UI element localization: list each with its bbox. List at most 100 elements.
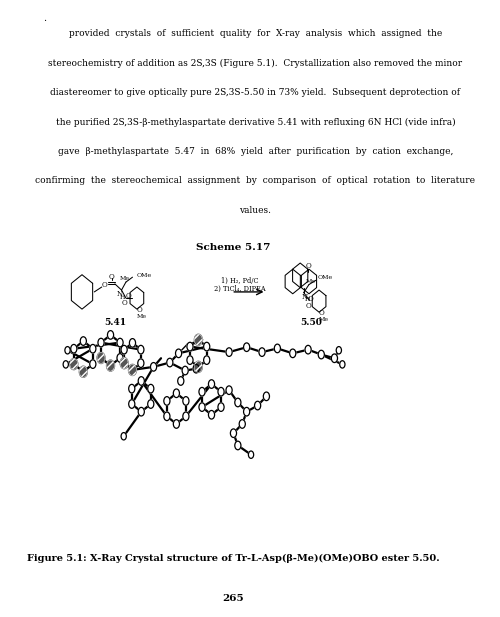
Text: 265: 265 — [222, 594, 244, 603]
Circle shape — [90, 360, 96, 368]
Circle shape — [117, 338, 123, 347]
Text: N: N — [116, 291, 122, 299]
Circle shape — [204, 356, 210, 365]
Circle shape — [290, 349, 296, 358]
Text: 1) H₂, Pd/C: 1) H₂, Pd/C — [222, 277, 259, 285]
Text: O: O — [125, 292, 131, 300]
Text: H: H — [120, 295, 125, 300]
Text: O: O — [305, 302, 311, 310]
Circle shape — [244, 407, 250, 416]
Circle shape — [274, 344, 280, 353]
Circle shape — [65, 347, 70, 354]
Circle shape — [332, 354, 338, 363]
Circle shape — [150, 363, 156, 371]
Circle shape — [194, 362, 202, 373]
Circle shape — [70, 344, 77, 353]
Circle shape — [194, 334, 202, 346]
Circle shape — [174, 389, 180, 397]
Text: O: O — [318, 309, 324, 317]
Circle shape — [193, 365, 199, 373]
Circle shape — [128, 365, 136, 376]
Text: diastereomer to give optically pure 2S,3S-5.50 in 73% yield.  Subsequent deprote: diastereomer to give optically pure 2S,3… — [50, 88, 461, 97]
Circle shape — [182, 366, 188, 375]
Circle shape — [235, 398, 241, 407]
Circle shape — [80, 366, 88, 377]
Text: O: O — [109, 273, 114, 281]
Text: 2) TiCl₄, DIPEA: 2) TiCl₄, DIPEA — [214, 285, 266, 293]
Text: OMe: OMe — [136, 273, 152, 278]
Circle shape — [90, 344, 96, 353]
Text: the purified 2S,3S-β-methylaspartate derivative 5.41 with refluxing 6N HCl (vide: the purified 2S,3S-β-methylaspartate der… — [56, 117, 455, 126]
Circle shape — [63, 361, 68, 368]
Circle shape — [164, 397, 170, 405]
Text: Me: Me — [318, 317, 328, 322]
Circle shape — [254, 401, 260, 410]
Circle shape — [70, 358, 78, 370]
Text: .: . — [43, 14, 46, 23]
Circle shape — [230, 429, 236, 437]
Circle shape — [138, 377, 144, 385]
Circle shape — [148, 400, 154, 408]
Text: Figure 5.1: X-Ray Crystal structure of Tr-L-Asp(β-Me)(OMe)OBO ester 5.50.: Figure 5.1: X-Ray Crystal structure of T… — [27, 554, 440, 563]
Circle shape — [187, 342, 193, 351]
Circle shape — [106, 360, 114, 371]
Circle shape — [121, 433, 126, 440]
Circle shape — [98, 338, 104, 347]
Circle shape — [138, 407, 144, 416]
Circle shape — [239, 420, 246, 428]
Text: 5.41: 5.41 — [104, 318, 126, 327]
Text: provided  crystals  of  sufficient  quality  for  X-ray  analysis  which  assign: provided crystals of sufficient quality … — [69, 29, 442, 38]
Circle shape — [183, 397, 189, 405]
Text: O: O — [305, 262, 311, 270]
Circle shape — [80, 337, 86, 346]
Circle shape — [259, 348, 265, 357]
Text: O: O — [122, 299, 128, 307]
Circle shape — [244, 343, 250, 352]
Circle shape — [218, 403, 224, 412]
Text: confirming  the  stereochemical  assignment  by  comparison  of  optical  rotati: confirming the stereochemical assignment… — [36, 176, 476, 186]
Circle shape — [187, 356, 193, 365]
Text: O: O — [102, 281, 107, 289]
Text: Me: Me — [120, 276, 130, 281]
Text: Me: Me — [306, 279, 316, 284]
Text: N: N — [302, 293, 308, 301]
Circle shape — [97, 352, 105, 363]
Circle shape — [120, 358, 128, 369]
Circle shape — [117, 354, 123, 362]
Circle shape — [164, 412, 170, 421]
Circle shape — [199, 387, 205, 396]
Text: O: O — [136, 307, 142, 314]
Text: Scheme 5.17: Scheme 5.17 — [196, 242, 270, 252]
Circle shape — [340, 361, 345, 368]
Circle shape — [208, 379, 214, 388]
Circle shape — [218, 387, 224, 396]
Circle shape — [199, 403, 205, 412]
Circle shape — [336, 347, 342, 354]
Circle shape — [204, 342, 210, 351]
Circle shape — [235, 441, 241, 450]
Text: O: O — [308, 296, 313, 304]
Circle shape — [176, 349, 182, 358]
Circle shape — [208, 410, 214, 419]
Circle shape — [178, 377, 184, 385]
Text: gave  β-methylaspartate  5.47  in  68%  yield  after  purification  by  cation  : gave β-methylaspartate 5.47 in 68% yield… — [58, 147, 453, 156]
Text: 5.50: 5.50 — [300, 318, 322, 327]
Circle shape — [138, 359, 144, 368]
Circle shape — [305, 346, 311, 354]
Circle shape — [226, 386, 232, 394]
Circle shape — [318, 350, 324, 359]
Circle shape — [226, 348, 232, 357]
Circle shape — [248, 451, 254, 458]
Text: H: H — [305, 297, 310, 302]
Text: stereochemistry of addition as 2S,3S (Figure 5.1).  Crystallization also removed: stereochemistry of addition as 2S,3S (Fi… — [48, 59, 463, 68]
Circle shape — [166, 358, 173, 367]
Circle shape — [183, 412, 189, 421]
Circle shape — [130, 339, 136, 347]
Circle shape — [148, 384, 154, 393]
Circle shape — [108, 331, 114, 339]
Circle shape — [264, 392, 270, 400]
Circle shape — [174, 420, 180, 428]
Circle shape — [128, 400, 135, 408]
Circle shape — [128, 384, 135, 393]
Circle shape — [138, 346, 144, 354]
